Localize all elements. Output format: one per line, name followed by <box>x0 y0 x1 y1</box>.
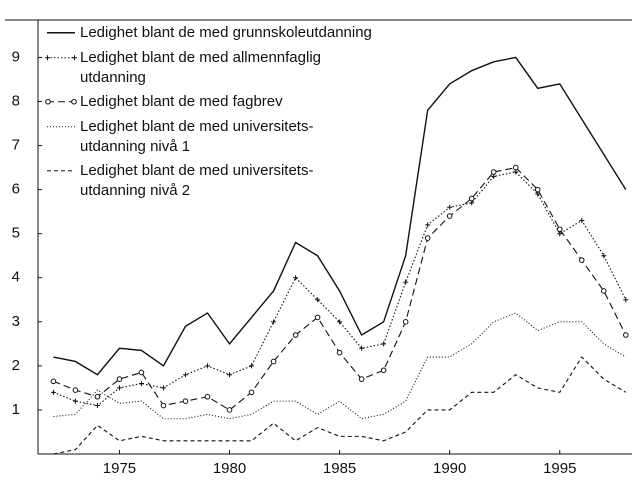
marker-circle <box>116 376 123 382</box>
y-tick-label: 9 <box>12 48 20 65</box>
series-line <box>53 356 627 455</box>
marker-circle <box>556 226 563 233</box>
marker-circle <box>72 387 79 393</box>
marker-circle <box>94 393 101 400</box>
x-tick-label: 1980 <box>213 460 246 477</box>
marker-plus <box>94 403 100 409</box>
series-line <box>53 171 627 407</box>
marker-plus <box>315 297 321 303</box>
legend-label: Ledighet blant de med allmennfaglig utda… <box>80 49 322 86</box>
marker-plus <box>601 253 607 259</box>
marker-plus <box>271 319 277 325</box>
x-tick-label: 1990 <box>433 460 466 477</box>
marker-circle <box>292 332 299 338</box>
marker-plus <box>138 381 144 387</box>
y-tick-label: 3 <box>12 313 20 330</box>
legend-marker <box>71 98 77 105</box>
marker-circle <box>248 389 255 396</box>
marker-circle <box>512 164 519 171</box>
marker-circle <box>358 376 365 382</box>
series-line <box>53 312 627 420</box>
x-tick-label: 1975 <box>103 460 136 477</box>
legend-marker <box>45 98 51 105</box>
y-tick-label: 1 <box>12 401 20 418</box>
marker-circle <box>468 195 475 202</box>
series-line <box>53 56 627 376</box>
marker-circle <box>182 398 189 404</box>
marker-circle <box>578 257 585 263</box>
y-tick-label: 2 <box>12 357 20 374</box>
marker-circle <box>314 314 321 321</box>
marker-circle <box>424 235 431 241</box>
marker-circle <box>270 358 277 365</box>
marker-circle <box>622 332 629 338</box>
marker-plus <box>116 385 122 391</box>
marker-circle <box>50 378 57 385</box>
marker-plus <box>205 363 211 369</box>
marker-plus <box>359 345 365 351</box>
marker-circle <box>534 186 541 193</box>
marker-plus <box>227 372 233 378</box>
y-tick-label: 7 <box>12 137 20 154</box>
legend-label: Ledighet blant de med grunnskoleutdannin… <box>80 24 372 41</box>
marker-circle <box>402 319 409 325</box>
marker-circle <box>204 393 211 400</box>
y-tick-label: 6 <box>12 181 20 198</box>
marker-plus <box>425 222 431 228</box>
y-tick-label: 4 <box>12 269 20 286</box>
marker-circle <box>600 288 607 294</box>
marker-plus <box>403 279 409 285</box>
marker-plus <box>249 363 255 369</box>
marker-plus <box>447 204 453 210</box>
marker-plus <box>72 398 78 404</box>
marker-plus <box>579 217 585 223</box>
marker-plus <box>183 372 188 378</box>
marker-plus <box>337 319 343 325</box>
marker-circle <box>138 369 145 376</box>
marker-plus <box>160 385 166 391</box>
legend-label: Ledighet blant de med fagbrev <box>80 93 283 110</box>
marker-circle <box>446 213 453 219</box>
y-tick-label: 5 <box>12 225 20 242</box>
legend-label: Ledighet blant de med universitets- utda… <box>80 162 314 199</box>
legend-label: Ledighet blant de med universitets- utda… <box>80 118 314 155</box>
legend-marker <box>45 55 77 61</box>
marker-plus <box>381 341 387 347</box>
marker-circle <box>336 349 343 356</box>
x-tick-label: 1995 <box>543 460 576 477</box>
marker-circle <box>160 402 167 409</box>
marker-plus <box>623 297 629 303</box>
marker-circle <box>380 367 387 374</box>
marker-circle <box>226 407 233 413</box>
x-tick-label: 1985 <box>323 460 356 477</box>
y-tick-label: 8 <box>12 92 20 109</box>
marker-plus <box>293 275 299 281</box>
marker-plus <box>50 389 56 395</box>
marker-circle <box>490 169 497 175</box>
